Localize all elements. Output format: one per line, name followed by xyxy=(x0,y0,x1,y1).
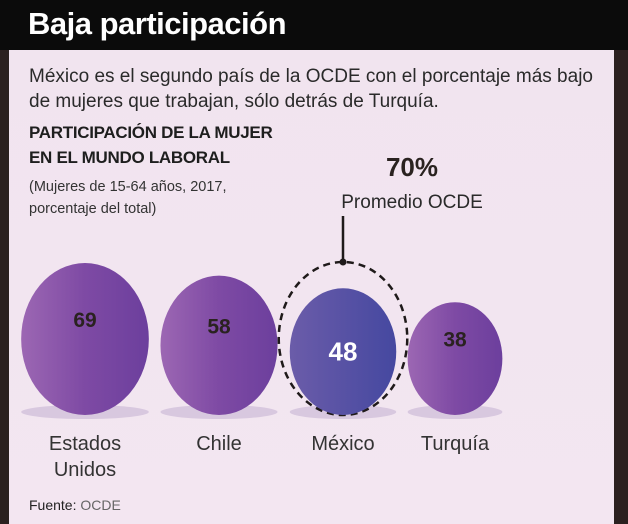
reference-value: 70% xyxy=(386,152,438,182)
category-label: Chile xyxy=(196,433,242,455)
bubble xyxy=(289,288,397,416)
category-label: México xyxy=(311,433,374,455)
chart-note-line1: (Mujeres de 15-64 años, 2017, xyxy=(29,179,227,195)
data-label: 38 xyxy=(443,329,467,352)
bubble xyxy=(407,302,503,415)
chart-title: PARTICIPACIÓN DE LA MUJER EN EL MUNDO LA… xyxy=(29,120,273,170)
intro-text: México es el segundo país de la OCDE con… xyxy=(29,66,593,112)
bubble xyxy=(160,275,278,416)
data-label: 58 xyxy=(207,315,231,338)
data-label: 48 xyxy=(329,337,358,367)
chart-title-line2: EN EL MUNDO LABORAL xyxy=(29,148,230,167)
category-label: Unidos xyxy=(54,459,116,481)
reference-connector-dot xyxy=(339,258,347,266)
reference-label: Promedio OCDE xyxy=(341,192,483,213)
page-title: Baja participación xyxy=(28,6,287,41)
category-label: Turquía xyxy=(421,433,490,455)
chart-note-line2: porcentaje del total) xyxy=(29,201,157,217)
category-label: Estados xyxy=(49,433,121,455)
source-value: OCDE xyxy=(80,497,121,513)
bubble xyxy=(21,263,149,415)
chart-title-line1: PARTICIPACIÓN DE LA MUJER xyxy=(29,123,273,142)
data-label: 69 xyxy=(73,309,96,332)
chart-note: (Mujeres de 15-64 años, 2017, porcentaje… xyxy=(29,176,227,220)
source-label: Fuente: xyxy=(29,497,77,513)
header-bar: Baja participación xyxy=(0,0,628,50)
source: Fuente: OCDE xyxy=(29,497,121,513)
